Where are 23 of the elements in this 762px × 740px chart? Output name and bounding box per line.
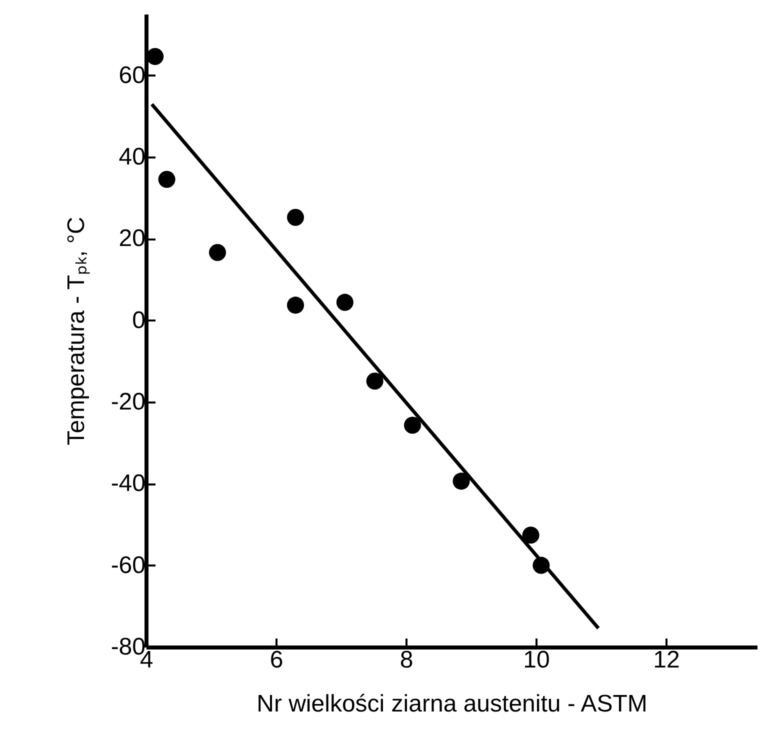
point [452, 472, 470, 490]
y-tick-label: 40 [118, 143, 146, 170]
x-tick-label: 8 [400, 646, 414, 674]
y-tick-label: 0 [132, 306, 146, 334]
y-tick-label: 20 [118, 225, 146, 252]
point [366, 372, 384, 390]
point [404, 416, 422, 434]
x-axis-title: Nr wielkości ziarna austenitu - ASTM [256, 690, 648, 718]
y-tick-label: 60 [118, 62, 146, 89]
x-tick-label: 10 [523, 646, 550, 674]
y-tick-label: -20 [110, 388, 146, 416]
point [522, 526, 540, 544]
point [286, 296, 304, 314]
point [146, 48, 164, 65]
point [286, 208, 304, 226]
point [158, 170, 176, 188]
point [208, 244, 226, 261]
y-axis-title: Temperatura - Tₚₖ, °C [62, 216, 90, 446]
x-tick-label: 6 [270, 646, 284, 674]
point [336, 294, 354, 311]
y-tick-label: -60 [110, 552, 146, 579]
y-tick-label: -40 [110, 470, 146, 498]
x-tick-label: 12 [653, 646, 680, 674]
